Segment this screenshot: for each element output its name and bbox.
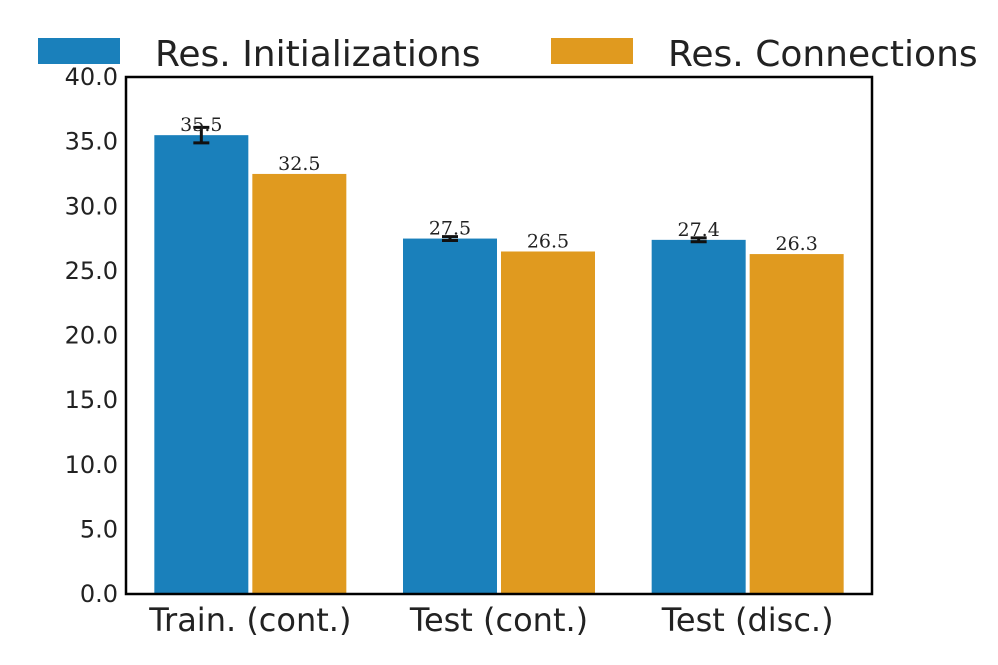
data-label: 26.3 — [776, 233, 818, 255]
y-tick-label: 40.0 — [65, 63, 118, 91]
x-tick-label: Test (disc.) — [661, 601, 834, 639]
bars-layer — [154, 135, 844, 595]
y-tick-label: 15.0 — [65, 386, 118, 414]
data-label: 26.5 — [527, 230, 569, 252]
y-tick-label: 0.0 — [80, 580, 118, 608]
legend-label: Res. Initializations — [155, 34, 480, 75]
bar-res-initializations — [154, 135, 249, 594]
plot-frame — [124, 75, 874, 596]
y-tick-label: 10.0 — [65, 451, 118, 479]
data-label: 35.5 — [180, 114, 222, 136]
bar-res-connections — [501, 251, 595, 595]
data-label: 32.5 — [278, 153, 320, 175]
bar-res-initializations — [651, 239, 746, 595]
data-label: 27.4 — [678, 219, 720, 241]
data-labels-layer: 35.5 32.5 27.5 26.5 27.4 26.3 — [180, 114, 818, 255]
legend-swatch — [38, 38, 120, 64]
data-label: 27.5 — [429, 218, 471, 240]
x-tick-label: Train. (cont.) — [148, 601, 351, 639]
legend-label: Res. Connections — [668, 34, 978, 75]
y-tick-label: 5.0 — [80, 515, 118, 543]
bar-res-initializations — [403, 238, 497, 594]
legend: Res. Initializations Res. Connections — [38, 34, 978, 75]
bar-res-connections — [749, 254, 844, 594]
x-axis: Train. (cont.) Test (cont.) Test (disc.) — [148, 601, 833, 639]
y-tick-label: 35.0 — [65, 128, 118, 156]
y-tick-label: 30.0 — [65, 192, 118, 220]
x-tick-label: Test (cont.) — [409, 601, 588, 639]
y-tick-label: 20.0 — [65, 322, 118, 350]
y-tick-label: 25.0 — [65, 257, 118, 285]
error-bars-layer — [193, 125, 707, 244]
legend-swatch — [551, 38, 633, 64]
y-axis: 0.0 5.0 10.0 15.0 20.0 25.0 30.0 35.0 40.0 — [65, 63, 118, 608]
bar-res-connections — [252, 173, 347, 594]
